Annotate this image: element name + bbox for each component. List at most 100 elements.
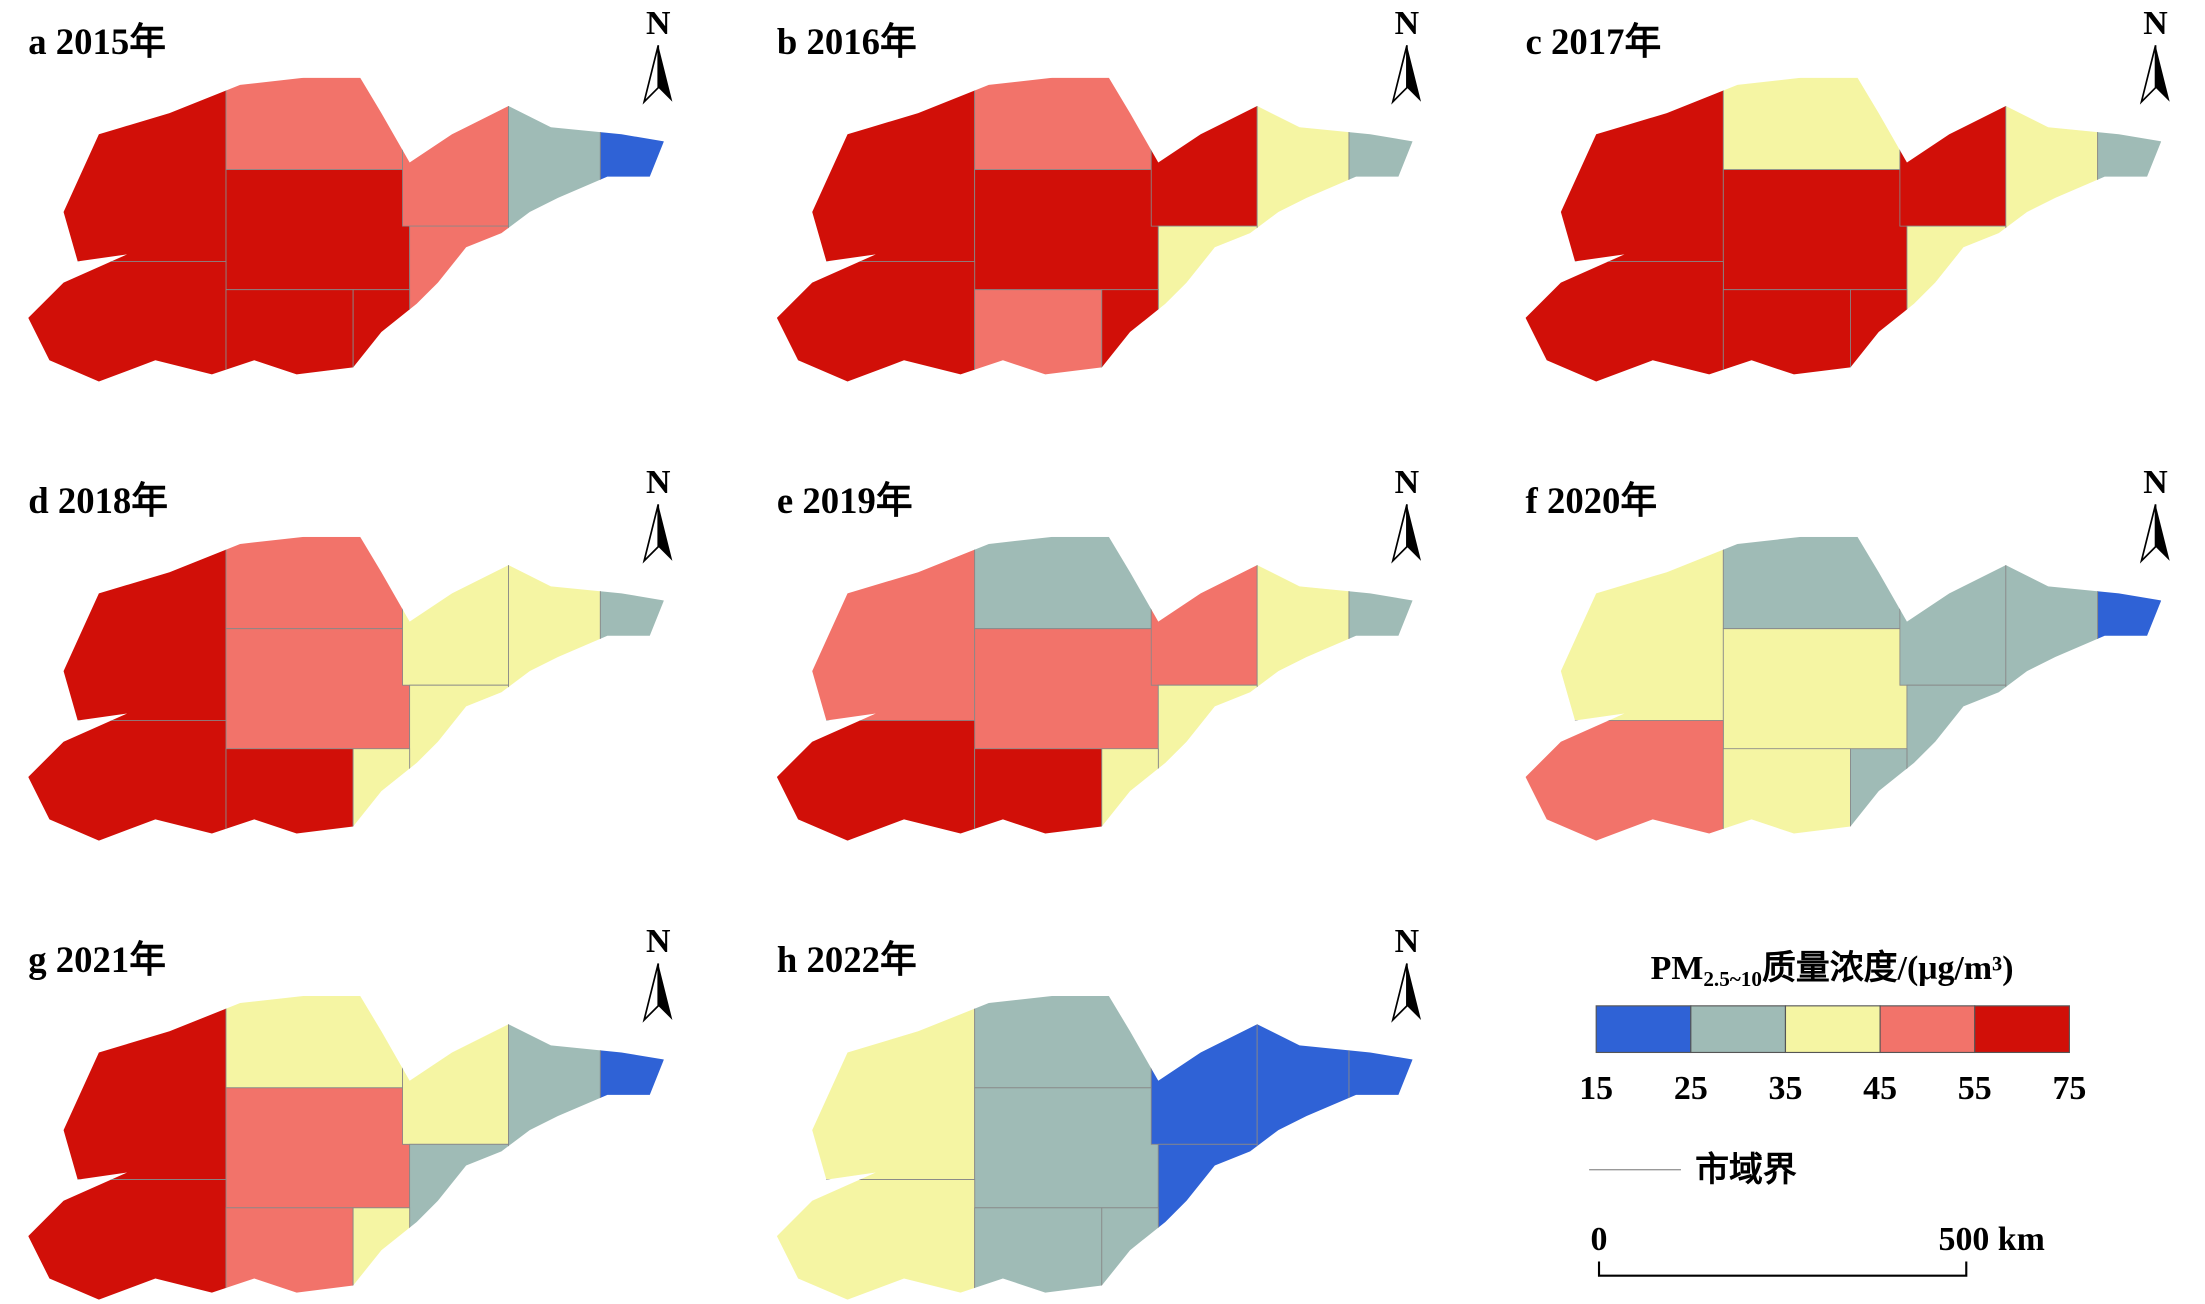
city-region <box>225 536 404 630</box>
legend-tick-label: 75 <box>2052 1070 2086 1107</box>
north-label: N <box>646 923 671 960</box>
north-arrow <box>1391 45 1408 105</box>
legend-swatch <box>1974 1005 2070 1054</box>
boundary-label: 市域界 <box>1695 1150 1797 1189</box>
city-region <box>1722 748 1851 841</box>
city-region <box>225 1087 411 1209</box>
city-region <box>776 720 976 841</box>
city-region <box>225 1207 354 1300</box>
north-label: N <box>1395 5 1420 42</box>
map-panel: c 2017年 N <box>1525 5 2170 382</box>
panel-label: d 2018年 <box>28 480 168 521</box>
north-arrow <box>2139 504 2157 564</box>
city-region <box>409 1143 509 1300</box>
north-arrow <box>1406 45 1422 102</box>
city-region <box>28 720 227 841</box>
city-region <box>409 684 509 841</box>
north-arrow <box>1391 963 1408 1023</box>
legend-tick-label: 55 <box>1958 1070 1992 1107</box>
city-region <box>225 169 411 291</box>
north-arrow <box>2139 45 2157 105</box>
scale-end: 500 km <box>1939 1221 2045 1258</box>
city-region <box>352 289 411 382</box>
province-map <box>776 536 1413 841</box>
scale-start: 0 <box>1591 1221 1608 1258</box>
city-region <box>1899 77 2007 227</box>
city-region <box>1256 536 1350 841</box>
city-region <box>402 77 509 227</box>
city-region <box>1722 77 1901 171</box>
city-region <box>776 1179 976 1300</box>
city-region <box>1525 720 1724 841</box>
city-region <box>225 289 354 382</box>
city-region <box>974 748 1103 841</box>
panel-label: f 2020年 <box>1526 480 1658 521</box>
panel-label: e 2019年 <box>777 480 913 521</box>
map-panel: g 2021年 N <box>28 923 673 1300</box>
legend-tick-label: 25 <box>1674 1070 1708 1107</box>
city-region <box>974 628 1159 750</box>
city-region <box>1850 289 1908 382</box>
north-label: N <box>2143 5 2168 42</box>
north-arrow <box>658 45 673 102</box>
city-region <box>974 995 1152 1089</box>
map-panel: a 2015年 N <box>28 5 673 382</box>
city-region <box>1150 536 1258 686</box>
map-panel: e 2019年 N <box>776 464 1422 841</box>
city-region <box>974 536 1152 630</box>
legend: PM2.5~10质量浓度/(μg/m³) 市域界 0 500 km 15 25 35… <box>1579 949 2086 1277</box>
north-arrow <box>658 504 673 561</box>
north-arrow <box>642 504 660 564</box>
north-arrow <box>642 45 660 105</box>
city-region <box>1850 748 1908 841</box>
map-panel: b 2016年 N <box>776 5 1422 382</box>
province-map <box>28 77 664 382</box>
north-arrow <box>2155 45 2170 102</box>
city-region <box>1722 169 1908 291</box>
city-region <box>1256 77 1350 382</box>
city-region <box>974 169 1159 291</box>
province-map <box>28 536 664 841</box>
city-region <box>1722 536 1901 630</box>
city-region <box>225 748 354 841</box>
panel-label: g 2021年 <box>28 939 166 980</box>
city-region <box>974 77 1152 171</box>
city-region <box>402 995 509 1145</box>
map-panel: d 2018年 N <box>28 464 673 841</box>
city-region <box>2005 77 2099 382</box>
city-region <box>1150 995 1258 1145</box>
legend-swatch <box>1784 1005 1881 1054</box>
city-region <box>1906 684 2007 841</box>
legend-swatch <box>1595 1005 1692 1054</box>
legend-tick-label: 45 <box>1863 1070 1897 1107</box>
legend-tick-label: 35 <box>1769 1070 1803 1107</box>
panel-label: c 2017年 <box>1526 21 1662 62</box>
city-region <box>974 1087 1159 1209</box>
panel-label: a 2015年 <box>28 21 166 62</box>
city-region <box>352 1207 411 1300</box>
legend-swatch <box>1879 1005 1976 1054</box>
panel-label: h 2022年 <box>777 939 917 980</box>
province-map <box>1525 77 2162 382</box>
north-label: N <box>646 464 671 501</box>
city-region <box>1722 289 1851 382</box>
city-region <box>1101 1207 1159 1300</box>
north-arrow <box>658 963 673 1020</box>
city-region <box>1348 995 1413 1300</box>
north-label: N <box>2143 464 2168 501</box>
north-label: N <box>1395 923 1420 960</box>
city-region <box>225 628 411 750</box>
north-arrow <box>1406 963 1422 1020</box>
city-region <box>776 261 976 382</box>
legend-title: PM2.5~10质量浓度/(μg/m³) <box>1651 949 2014 991</box>
legend-tick-label: 15 <box>1579 1070 1613 1107</box>
city-region <box>1256 995 1350 1300</box>
city-region <box>1157 684 1258 841</box>
city-region <box>1906 225 2007 382</box>
city-region <box>1722 628 1908 750</box>
city-region <box>2005 536 2099 841</box>
north-arrow <box>1391 504 1408 564</box>
north-arrow <box>1406 504 1422 561</box>
city-region <box>1150 77 1258 227</box>
